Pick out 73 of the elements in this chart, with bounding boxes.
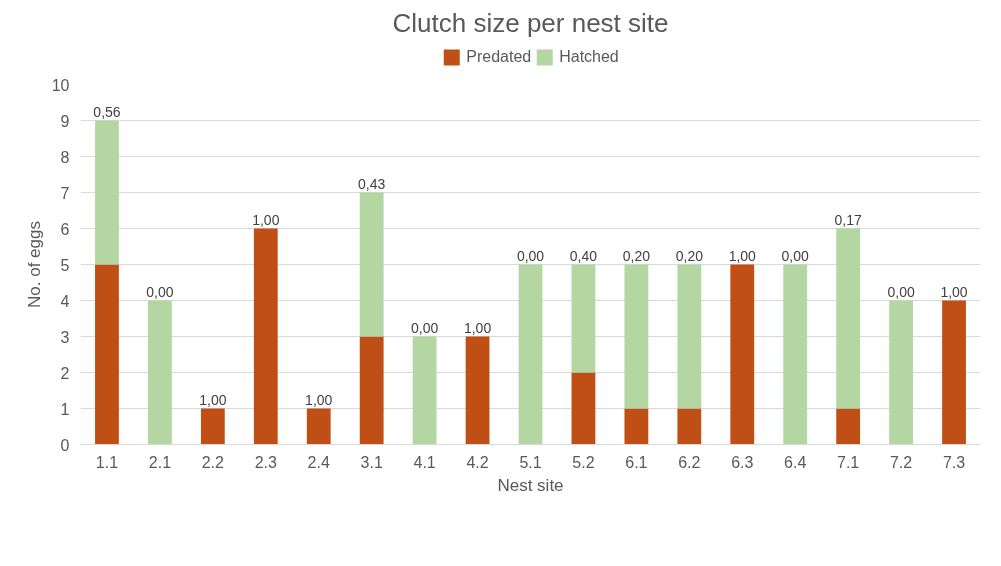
annotation: 1,00 <box>305 391 333 408</box>
y-tick-label: 6 <box>60 220 70 238</box>
x-tick-label: 2.1 <box>148 453 172 471</box>
bar <box>95 264 119 445</box>
legend-label: Hatched <box>559 48 619 66</box>
x-tick-label: 3.1 <box>360 453 383 471</box>
x-tick-label: 7.2 <box>889 453 913 471</box>
bar <box>677 264 702 409</box>
annotation: 1,00 <box>940 283 968 300</box>
x-tick-label: 2.3 <box>254 453 278 471</box>
bar <box>836 228 861 409</box>
x-tick-label: 2.4 <box>307 453 330 471</box>
bar <box>253 228 278 445</box>
bar <box>465 336 490 445</box>
bar <box>306 408 331 445</box>
bar <box>518 264 543 445</box>
x-tick-label: 4.1 <box>413 453 436 471</box>
y-tick-label: 0 <box>60 436 70 454</box>
y-tick-label: 9 <box>60 112 70 130</box>
chart-title: Clutch size per nest site <box>392 7 669 38</box>
y-tick-label: 1 <box>60 400 70 418</box>
bar <box>624 408 649 445</box>
x-tick-label: 6.1 <box>625 453 648 471</box>
bar <box>571 372 596 445</box>
annotation: 0,40 <box>569 247 598 264</box>
x-tick-label: 6.2 <box>678 453 701 471</box>
bar <box>783 264 808 445</box>
bar <box>359 336 384 445</box>
bar <box>677 408 702 445</box>
y-tick-label: 3 <box>60 328 70 346</box>
y-tick-label: 10 <box>51 76 70 94</box>
bar <box>359 192 384 337</box>
annotation: 1,00 <box>199 391 227 408</box>
x-tick-label: 7.3 <box>942 453 966 471</box>
annotation: 0,00 <box>781 247 810 264</box>
annotation: 0,17 <box>834 211 862 228</box>
bar <box>95 120 119 265</box>
x-tick-label: 7.1 <box>837 453 860 471</box>
x-axis-title: Nest site <box>497 475 564 495</box>
x-tick-label: 1.1 <box>95 453 119 471</box>
x-tick-label: 5.1 <box>519 453 542 471</box>
legend-label: Predated <box>466 48 532 66</box>
annotation: 0,00 <box>887 283 915 300</box>
y-axis-title: No. of eggs <box>24 221 44 308</box>
y-tick-label: 8 <box>60 148 70 166</box>
annotation: 1,00 <box>463 319 492 336</box>
annotation: 0,56 <box>93 103 121 120</box>
annotation: 0,00 <box>516 247 545 264</box>
x-tick-label: 2.2 <box>201 453 225 471</box>
bar <box>836 408 861 445</box>
y-tick-label: 4 <box>60 292 70 310</box>
annotation: 0,43 <box>358 175 386 192</box>
bar <box>624 264 649 409</box>
y-tick-label: 2 <box>60 364 70 382</box>
bar <box>730 264 755 445</box>
bar <box>412 336 437 445</box>
annotation: 1,00 <box>252 211 280 228</box>
y-tick-label: 5 <box>60 256 70 274</box>
bar <box>571 264 596 373</box>
bar <box>148 300 172 445</box>
bar <box>942 300 966 445</box>
bar <box>200 408 225 445</box>
bar <box>889 300 913 445</box>
annotation: 0,20 <box>622 247 651 264</box>
x-tick-label: 6.3 <box>731 453 754 471</box>
y-tick-label: 7 <box>60 184 70 202</box>
annotation: 0,20 <box>675 247 704 264</box>
x-tick-label: 5.2 <box>572 453 595 471</box>
x-tick-label: 4.2 <box>466 453 489 471</box>
annotation: 0,00 <box>146 283 174 300</box>
annotation: 0,00 <box>410 319 439 336</box>
x-tick-label: 6.4 <box>784 453 807 471</box>
annotation: 1,00 <box>728 247 757 264</box>
